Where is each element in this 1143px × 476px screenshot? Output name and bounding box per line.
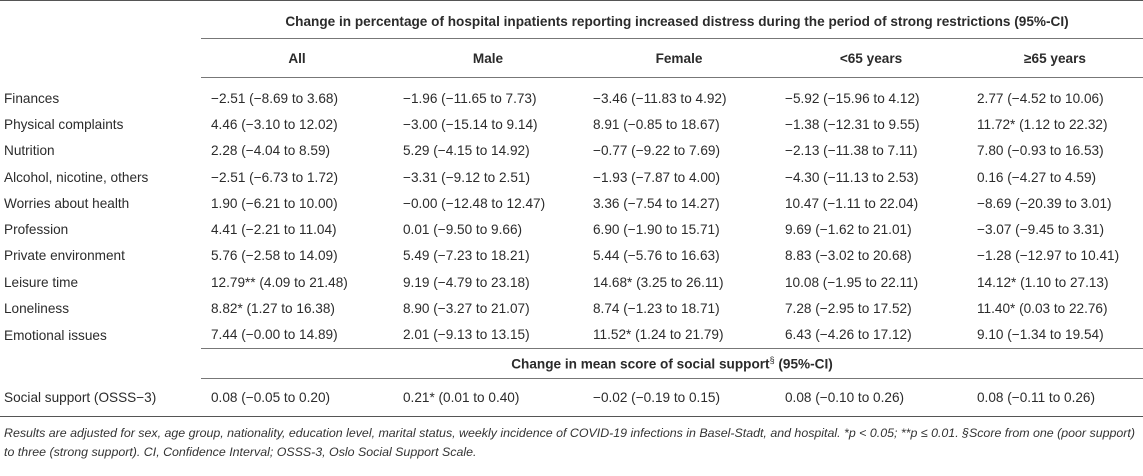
row-label: Worries about health	[4, 195, 130, 211]
table-cell: 0.08 (−0.10 to 0.26)	[775, 378, 967, 417]
header-blank	[0, 0, 201, 39]
table-cell: 10.08 (−1.95 to 22.11)	[785, 274, 919, 290]
table-cell: 7.80 (−0.93 to 16.53)	[977, 143, 1104, 159]
table-cell: −2.51 (−8.69 to 3.68)	[211, 90, 338, 106]
table-cell: −0.02 (−0.19 to 0.15)	[583, 378, 775, 417]
row-label: Profession	[4, 222, 69, 238]
section-mark: §	[769, 355, 775, 366]
table-cell: 8.90 (−3.27 to 21.07)	[403, 301, 530, 317]
table-cell: 5.76 (−2.58 to 14.09)	[211, 248, 338, 264]
table-cell: −0.00 (−12.48 to 12.47)	[403, 195, 546, 211]
table-cell: 8.74 (−1.23 to 18.71)	[593, 301, 720, 317]
row-label: Emotional issues	[4, 327, 107, 343]
table-row: Physical complaints 4.46 (−3.10 to 12.02)…	[0, 111, 1143, 137]
table-cell: −1.28 (−12.97 to 10.41)	[977, 248, 1120, 264]
table-cell: 12.79** (4.09 to 21.48)	[211, 274, 348, 290]
table-cell: 9.19 (−4.79 to 23.18)	[403, 274, 530, 290]
table-cell: −1.93 (−7.87 to 4.00)	[593, 169, 720, 185]
sub-title-suffix: (95%-CI)	[774, 356, 833, 372]
row-label: Leisure time	[4, 274, 79, 290]
table-cell: 6.90 (−1.90 to 15.71)	[593, 222, 720, 238]
table-cell: 10.47 (−1.11 to 22.04)	[785, 195, 919, 211]
column-header-all: All	[201, 38, 393, 78]
table-cell: 5.29 (−4.15 to 14.92)	[403, 143, 530, 159]
table-row: Private environment 5.76 (−2.58 to 14.09)…	[0, 243, 1143, 269]
table-cell: 11.40* (0.03 to 22.76)	[977, 301, 1108, 317]
table-cell: 0.08 (−0.05 to 0.20)	[201, 378, 393, 417]
table-cell: −5.92 (−15.96 to 4.12)	[785, 90, 920, 106]
table-row: Loneliness 8.82* (1.27 to 16.38) 8.90 (−3.…	[0, 295, 1143, 321]
table-cell: −4.30 (−11.13 to 2.53)	[785, 169, 919, 185]
table-cell: −2.51 (−6.73 to 1.72)	[211, 169, 338, 185]
table-cell: −8.69 (−20.39 to 3.01)	[977, 195, 1112, 211]
table-row: Leisure time 12.79** (4.09 to 21.48) 9.19 …	[0, 269, 1143, 295]
sub-header-blank	[0, 348, 201, 378]
table-row: Social support (OSSS−3) 0.08 (−0.05 to 0…	[0, 378, 1143, 417]
results-table: Change in percentage of hospital inpatie…	[0, 0, 1143, 417]
table-cell: 9.69 (−1.62 to 21.01)	[785, 222, 912, 238]
table-cell: 0.16 (−4.27 to 4.59)	[977, 169, 1097, 185]
table-cell: 8.82* (1.27 to 16.38)	[211, 301, 335, 317]
column-header-65-plus: ≥65 years	[967, 38, 1143, 78]
table-cell: 14.12* (1.10 to 27.13)	[977, 274, 1109, 290]
table-header-title: Change in percentage of hospital inpatie…	[201, 0, 1143, 39]
table-cell: −2.13 (−11.38 to 7.11)	[785, 143, 918, 159]
table-cell: 0.08 (−0.11 to 0.26)	[967, 378, 1143, 417]
table-row: Worries about health 1.90 (−6.21 to 10.00…	[0, 190, 1143, 216]
row-label: Social support (OSSS−3)	[0, 378, 201, 417]
table-cell: 2.77 (−4.52 to 10.06)	[977, 90, 1104, 106]
table-cell: 8.83 (−3.02 to 20.68)	[785, 248, 912, 264]
table-cell: 9.10 (−1.34 to 19.54)	[977, 327, 1104, 343]
table-cell: 6.43 (−4.26 to 17.12)	[785, 327, 912, 343]
table-cell: −0.77 (−9.22 to 7.69)	[593, 143, 720, 159]
table-cell: 3.36 (−7.54 to 14.27)	[593, 195, 720, 211]
table-cell: 8.91 (−0.85 to 18.67)	[593, 116, 720, 132]
table-cell: 0.21* (0.01 to 0.40)	[393, 378, 583, 417]
table-cell: 5.44 (−5.76 to 16.63)	[593, 248, 720, 264]
table-cell: 7.28 (−2.95 to 17.52)	[785, 301, 912, 317]
table-row: Emotional issues 7.44 (−0.00 to 14.89) 2.0…	[0, 322, 1143, 349]
table-cell: −3.00 (−15.14 to 9.14)	[403, 116, 538, 132]
table-footnote: Results are adjusted for sex, age group,…	[4, 425, 1135, 459]
table-cell: 2.28 (−4.04 to 8.59)	[211, 143, 331, 159]
column-header-blank	[0, 39, 201, 78]
table-cell: −1.38 (−12.31 to 9.55)	[785, 116, 920, 132]
table-row: Alcohol, nicotine, others −2.51 (−6.73 to…	[0, 164, 1143, 190]
table-cell: 4.46 (−3.10 to 12.02)	[211, 116, 338, 132]
table-cell: 0.01 (−9.50 to 9.66)	[403, 222, 523, 238]
table-cell: 1.90 (−6.21 to 10.00)	[211, 195, 338, 211]
column-header-female: Female	[583, 38, 775, 78]
sub-title-text: Change in mean score of social support	[511, 356, 770, 372]
table-cell: −3.07 (−9.45 to 3.31)	[977, 222, 1104, 238]
table-cell: −3.46 (−11.83 to 4.92)	[593, 90, 727, 106]
row-label: Loneliness	[4, 301, 69, 317]
column-header-under-65: <65 years	[775, 38, 967, 78]
row-label: Finances	[4, 90, 60, 106]
row-label: Alcohol, nicotine, others	[4, 169, 149, 185]
table-row: Finances −2.51 (−8.69 to 3.68) −1.96 (−11.…	[0, 85, 1143, 111]
table-cell: 4.41 (−2.21 to 11.04)	[211, 222, 337, 238]
table-cell: −3.31 (−9.12 to 2.51)	[403, 169, 530, 185]
row-label: Physical complaints	[4, 116, 124, 132]
table-cell: 11.52* (1.24 to 21.79)	[593, 327, 724, 343]
row-label: Nutrition	[4, 143, 55, 159]
table-cell: 7.44 (−0.00 to 14.89)	[211, 327, 338, 343]
table-cell: −1.96 (−11.65 to 7.73)	[403, 90, 537, 106]
table-cell: 2.01 (−9.13 to 13.15)	[403, 327, 530, 343]
table-row: Nutrition 2.28 (−4.04 to 8.59) 5.29 (−4.15…	[0, 138, 1143, 164]
row-label: Private environment	[4, 248, 125, 264]
table-cell: 5.49 (−7.23 to 18.21)	[403, 248, 530, 264]
table-row: Profession 4.41 (−2.21 to 11.04) 0.01 (−9.…	[0, 216, 1143, 242]
social-support-section-title: Change in mean score of social support§ …	[201, 347, 1143, 379]
table-cell: 11.72* (1.12 to 22.32)	[977, 116, 1108, 132]
column-header-male: Male	[393, 38, 583, 78]
table-cell: 14.68* (3.25 to 26.11)	[593, 274, 724, 290]
